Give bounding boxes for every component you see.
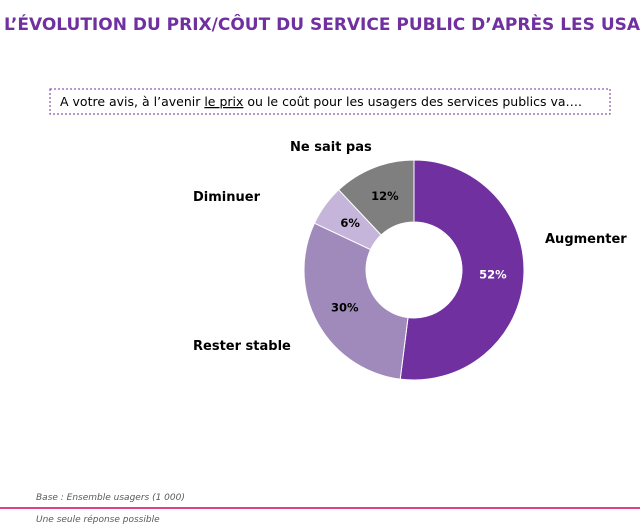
category-label: Diminuer (193, 190, 261, 205)
question: A votre avis, à l’avenir le prix ou le c… (60, 94, 582, 109)
value-label: 12% (371, 189, 399, 203)
category-label: Augmenter (545, 232, 627, 247)
chart-title: L’ÉVOLUTION DU PRIX/CÔUT DU SERVICE PUBL… (4, 13, 640, 35)
category-label: Ne sait pas (290, 140, 372, 155)
value-label: 30% (331, 301, 359, 315)
footnote: Une seule réponse possible (36, 514, 160, 525)
value-label: 52% (479, 267, 507, 281)
question-underlined: le prix (204, 94, 243, 109)
question-part: ou le coût pour les usagers des services… (243, 94, 582, 109)
donut-segment (337, 159, 415, 236)
category-label: Rester stable (193, 339, 291, 354)
question-box (49, 88, 611, 115)
donut-segment (303, 222, 409, 380)
footnote: Base : Ensemble usagers (1 000) (36, 493, 185, 503)
value-label: 6% (340, 216, 360, 230)
donut-segment (399, 159, 525, 381)
question-part: A votre avis, à l’avenir (60, 94, 204, 109)
